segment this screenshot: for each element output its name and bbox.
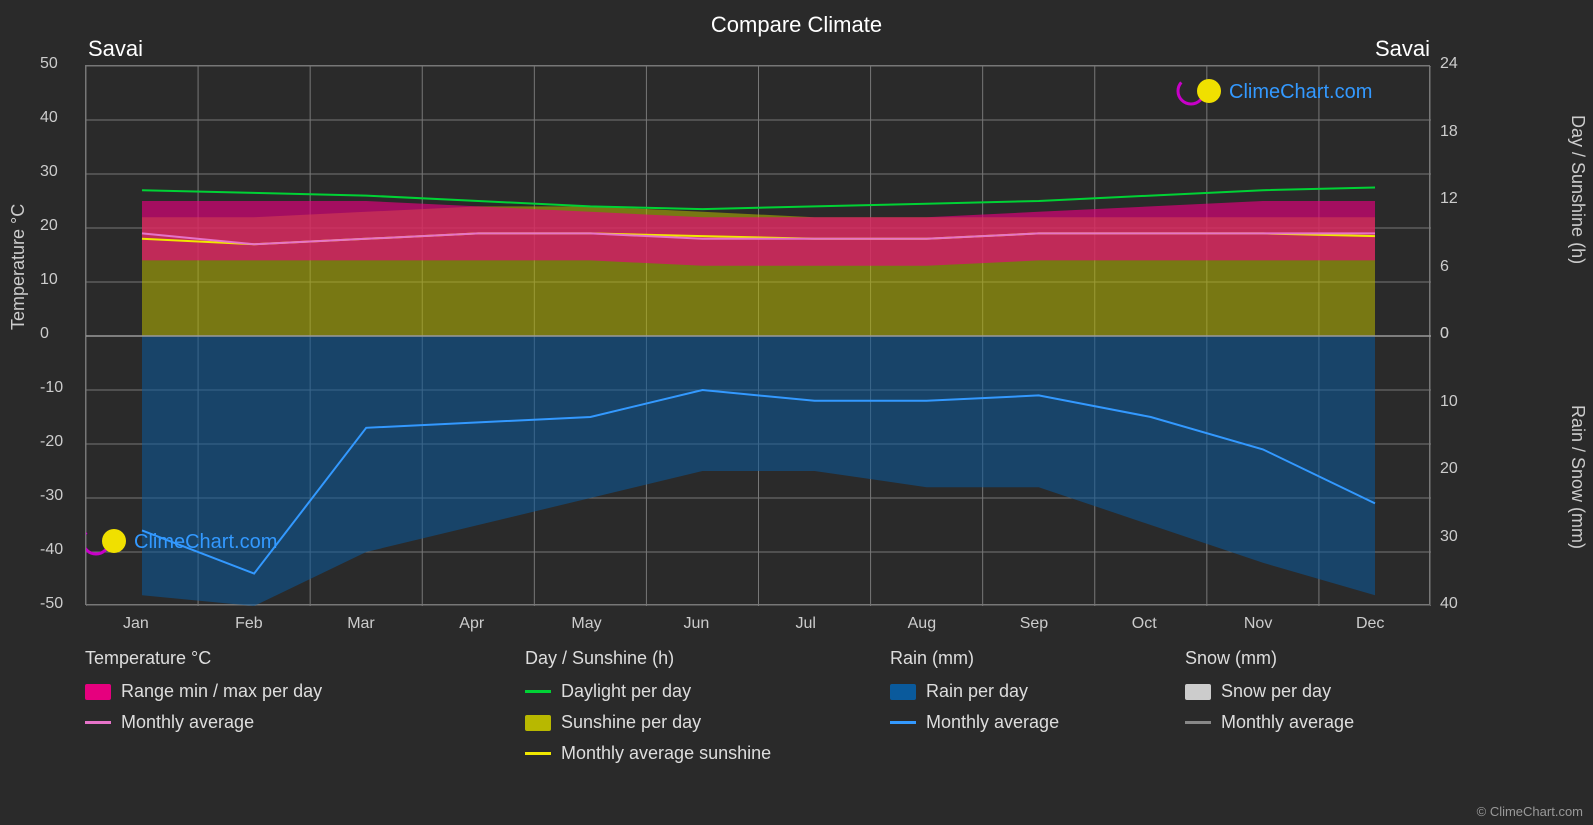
tick-label: Aug (908, 615, 936, 633)
tick-label: 6 (1440, 258, 1449, 276)
tick-label: -10 (40, 379, 63, 397)
legend-item-label: Daylight per day (561, 681, 691, 702)
legend-item: Monthly average (1185, 712, 1354, 733)
tick-label: Apr (459, 615, 484, 633)
tick-label: 20 (40, 217, 58, 235)
legend-section: Day / Sunshine (h) Daylight per day Sunshi… (525, 648, 771, 774)
plot-area: ClimeChart.com ClimeChart.com (85, 65, 1430, 605)
tick-label: 10 (40, 271, 58, 289)
tick-label: 24 (1440, 55, 1458, 73)
tick-label: 10 (1440, 393, 1458, 411)
legend-item: Monthly average (85, 712, 322, 733)
legend-title: Temperature °C (85, 648, 322, 669)
legend-swatch-icon (525, 715, 551, 731)
tick-label: 40 (1440, 595, 1458, 613)
legend-line-icon (85, 721, 111, 724)
location-label-right: Savai (1375, 36, 1430, 62)
legend-section: Snow (mm) Snow per day Monthly average (1185, 648, 1354, 743)
tick-label: -30 (40, 487, 63, 505)
tick-label: Jan (123, 615, 149, 633)
legend-item: Sunshine per day (525, 712, 771, 733)
y-axis-left-label: Temperature °C (8, 204, 29, 330)
tick-label: Jul (796, 615, 816, 633)
tick-label: May (571, 615, 601, 633)
legend-item-label: Rain per day (926, 681, 1028, 702)
tick-label: Sep (1020, 615, 1048, 633)
tick-label: Nov (1244, 615, 1272, 633)
tick-label: Dec (1356, 615, 1384, 633)
tick-label: Jun (683, 615, 709, 633)
location-label-left: Savai (88, 36, 143, 62)
legend-swatch-icon (890, 684, 916, 700)
tick-label: -50 (40, 595, 63, 613)
legend-line-icon (890, 721, 916, 724)
tick-label: 30 (40, 163, 58, 181)
tick-label: 0 (1440, 325, 1449, 343)
legend-item-label: Range min / max per day (121, 681, 322, 702)
tick-label: 0 (40, 325, 49, 343)
legend-item-label: Monthly average sunshine (561, 743, 771, 764)
legend-item-label: Monthly average (1221, 712, 1354, 733)
tick-label: Mar (347, 615, 375, 633)
watermark: ClimeChart.com (86, 528, 277, 554)
legend-section: Rain (mm) Rain per day Monthly average (890, 648, 1059, 743)
tick-label: Oct (1132, 615, 1157, 633)
legend-section: Temperature °C Range min / max per day Mon… (85, 648, 322, 743)
legend-item: Monthly average (890, 712, 1059, 733)
copyright: © ClimeChart.com (1477, 804, 1583, 819)
tick-label: -20 (40, 433, 63, 451)
tick-label: 12 (1440, 190, 1458, 208)
legend-title: Day / Sunshine (h) (525, 648, 771, 669)
tick-label: 30 (1440, 528, 1458, 546)
legend-item: Snow per day (1185, 681, 1354, 702)
legend-line-icon (525, 752, 551, 755)
legend-title: Rain (mm) (890, 648, 1059, 669)
tick-label: 40 (40, 109, 58, 127)
legend-item: Monthly average sunshine (525, 743, 771, 764)
legend-item-label: Monthly average (121, 712, 254, 733)
tick-label: 50 (40, 55, 58, 73)
legend-item-label: Sunshine per day (561, 712, 701, 733)
tick-label: Feb (235, 615, 263, 633)
watermark: ClimeChart.com (1178, 78, 1372, 104)
legend-item: Rain per day (890, 681, 1059, 702)
legend-title: Snow (mm) (1185, 648, 1354, 669)
legend-item-label: Monthly average (926, 712, 1059, 733)
legend-swatch-icon (85, 684, 111, 700)
legend-item-label: Snow per day (1221, 681, 1331, 702)
legend-item: Range min / max per day (85, 681, 322, 702)
legend-item: Daylight per day (525, 681, 771, 702)
legend-swatch-icon (1185, 684, 1211, 700)
svg-text:ClimeChart.com: ClimeChart.com (134, 531, 277, 553)
tick-label: -40 (40, 541, 63, 559)
y-axis-right-label-top: Day / Sunshine (h) (1567, 115, 1588, 264)
chart-title: Compare Climate (0, 0, 1593, 38)
svg-text:ClimeChart.com: ClimeChart.com (1229, 81, 1372, 103)
climate-chart-svg: ClimeChart.com ClimeChart.com (86, 66, 1431, 606)
tick-label: 20 (1440, 460, 1458, 478)
tick-label: 18 (1440, 123, 1458, 141)
legend-line-icon (1185, 721, 1211, 724)
y-axis-right-label-bottom: Rain / Snow (mm) (1567, 405, 1588, 549)
legend-line-icon (525, 690, 551, 693)
